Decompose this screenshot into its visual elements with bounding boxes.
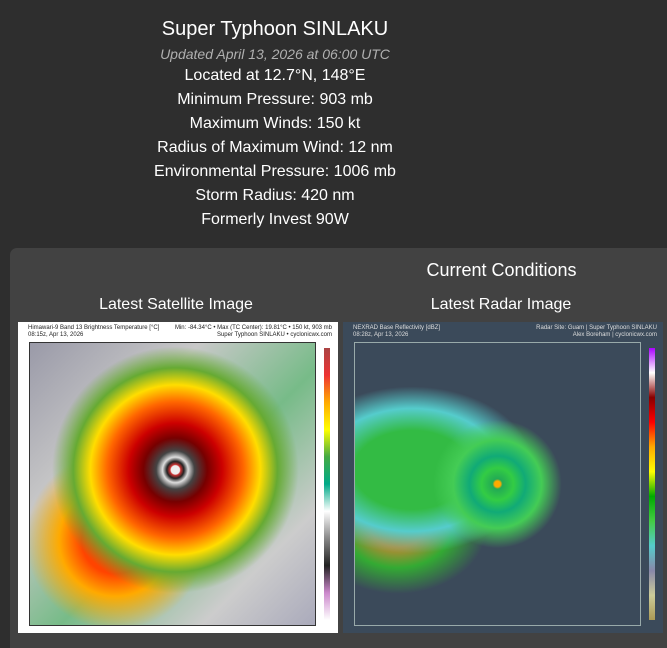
radar-image[interactable]: NEXRAD Base Reflectivity [dBZ] 08:28z, A… bbox=[343, 322, 663, 633]
storm-radius: Storm Radius: 420 nm bbox=[195, 187, 355, 204]
satellite-caption: Latest Satellite Image bbox=[99, 296, 253, 313]
radar-time: 08:28z, Apr 13, 2026 bbox=[353, 332, 409, 338]
sat-credit: Super Typhoon SINLAKU • cyclonicwx.com bbox=[216, 332, 332, 338]
satellite-image[interactable]: Himawari-9 Band 13 Brightness Temperatur… bbox=[18, 322, 338, 633]
radar-caption: Latest Radar Image bbox=[430, 296, 572, 313]
storm-title: Super Typhoon SINLAKU bbox=[161, 18, 389, 40]
storm-info: Super Typhoon SINLAKU Updated April 13, … bbox=[0, 14, 550, 232]
radar-credit: Alex Boreham | cyclonicwx.com bbox=[572, 332, 657, 338]
sat-title: Himawari-9 Band 13 Brightness Temperatur… bbox=[28, 325, 160, 331]
min-pressure: Minimum Pressure: 903 mb bbox=[177, 91, 373, 108]
radar-title: NEXRAD Base Reflectivity [dBZ] bbox=[353, 325, 441, 331]
satellite-map bbox=[29, 342, 316, 626]
sat-time: 08:15z, Apr 13, 2026 bbox=[28, 332, 84, 338]
max-winds: Maximum Winds: 150 kt bbox=[189, 115, 361, 132]
formerly: Formerly Invest 90W bbox=[201, 211, 349, 228]
reflectivity-colorbar bbox=[649, 348, 655, 620]
radar-map bbox=[354, 342, 641, 626]
sat-stats: Min: -84.34°C • Max (TC Center): 19.81°C… bbox=[174, 325, 332, 331]
rmw: Radius of Maximum Wind: 12 nm bbox=[157, 139, 393, 156]
location: Located at 12.7°N, 148°E bbox=[184, 67, 366, 84]
env-pressure: Environmental Pressure: 1006 mb bbox=[154, 163, 396, 180]
updated-time: Updated April 13, 2026 at 06:00 UTC bbox=[160, 46, 390, 62]
radar-site: Radar Site: Guam | Super Typhoon SINLAKU bbox=[536, 325, 657, 331]
current-conditions-heading: Current Conditions bbox=[426, 260, 577, 280]
temperature-colorbar bbox=[324, 348, 330, 620]
